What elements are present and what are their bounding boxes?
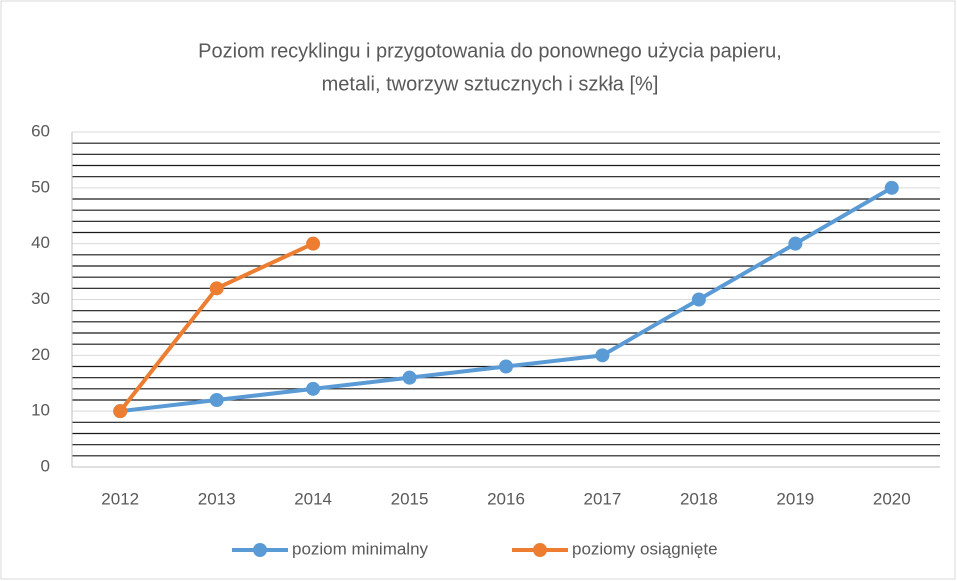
data-point xyxy=(113,404,128,419)
x-tick-label: 2012 xyxy=(101,489,139,508)
data-point xyxy=(209,393,224,407)
x-tick-label: 2013 xyxy=(198,489,236,508)
data-point xyxy=(306,236,321,251)
x-tick-label: 2017 xyxy=(584,489,622,508)
y-tick-label: 60 xyxy=(31,121,50,140)
legend-marker xyxy=(533,543,547,557)
legend-label: poziom minimalny xyxy=(292,539,429,558)
legend-marker xyxy=(253,543,267,557)
x-tick-label: 2016 xyxy=(487,489,525,508)
x-tick-label: 2020 xyxy=(873,489,911,508)
data-point xyxy=(306,381,321,396)
data-point xyxy=(691,292,706,307)
data-point xyxy=(402,370,417,385)
data-point xyxy=(209,281,224,296)
x-tick-label: 2019 xyxy=(776,489,814,508)
chart-title: Poziom recyklingu i przygotowania do pon… xyxy=(198,40,782,62)
data-point xyxy=(788,236,803,251)
y-tick-label: 40 xyxy=(31,233,50,252)
data-point xyxy=(595,348,610,363)
data-point xyxy=(499,359,513,374)
x-tick-label: 2015 xyxy=(391,489,429,508)
legend-label: poziomy osiągnięte xyxy=(572,539,718,558)
y-tick-label: 20 xyxy=(31,345,50,364)
y-tick-label: 0 xyxy=(41,456,50,475)
y-tick-label: 10 xyxy=(31,401,50,420)
chart-title: metali, tworzyw sztucznych i szkła [%] xyxy=(322,73,659,95)
y-tick-label: 30 xyxy=(31,289,50,308)
y-tick-label: 50 xyxy=(31,177,50,196)
x-tick-label: 2018 xyxy=(680,489,718,508)
data-point xyxy=(884,180,899,195)
x-tick-label: 2014 xyxy=(294,489,332,508)
